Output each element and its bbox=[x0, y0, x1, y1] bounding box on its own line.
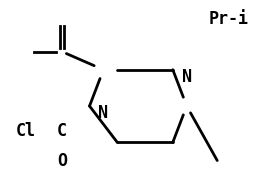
Text: Cl: Cl bbox=[16, 122, 36, 141]
Text: N: N bbox=[98, 104, 109, 122]
Text: O: O bbox=[57, 152, 67, 169]
Text: Pr-i: Pr-i bbox=[208, 10, 248, 28]
Text: N: N bbox=[182, 68, 192, 86]
Text: C: C bbox=[57, 122, 67, 141]
